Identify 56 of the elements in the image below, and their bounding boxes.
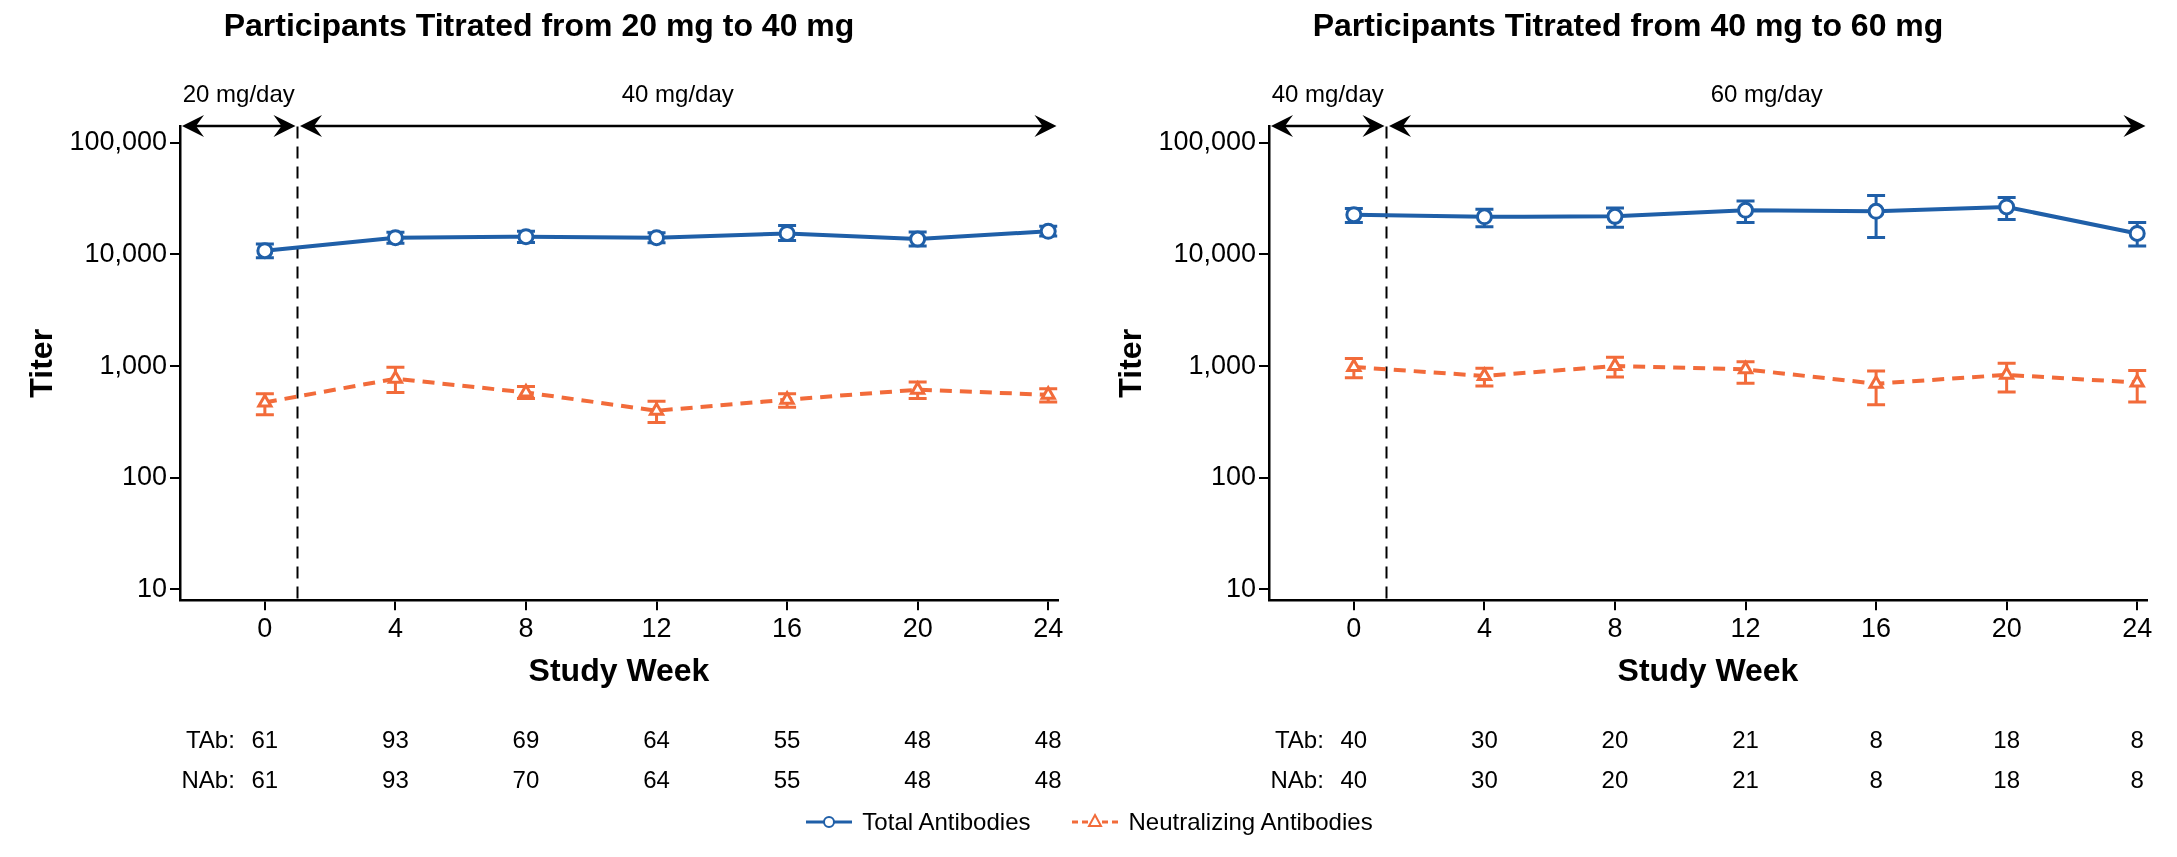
y-tick-label: 10 xyxy=(1225,572,1256,603)
x-tick-label: 8 xyxy=(1607,612,1623,643)
y-tick-label: 1,000 xyxy=(1188,349,1256,380)
point xyxy=(1346,358,1362,373)
y-tick-label: 10,000 xyxy=(1173,237,1256,268)
chart-title: Participants Titrated from 20 mg to 40 mg xyxy=(223,7,855,44)
point xyxy=(1476,367,1492,381)
text: TAb: 61 93 69 64 55 48 48 xyxy=(185,726,1062,754)
x-tick-label: 16 xyxy=(1861,612,1892,643)
y-axis-title: Titer xyxy=(23,328,60,398)
text: 20 mg/day xyxy=(182,80,295,109)
point xyxy=(2129,374,2145,388)
x-tick-label: 24 xyxy=(1033,612,1064,643)
y-tick-label: 100 xyxy=(121,461,167,492)
point xyxy=(648,402,665,416)
text: 40 mg/day xyxy=(621,80,734,109)
point xyxy=(1998,198,2016,216)
x-tick-label: 16 xyxy=(772,612,803,643)
y-axis-title: Titer xyxy=(1112,328,1149,398)
legend-label: Neutralizing Antibodies xyxy=(1128,808,1373,836)
point xyxy=(779,391,795,405)
text: NAb: 61 93 70 64 55 48 48 xyxy=(181,766,1062,794)
legend-label: Total Antibodies xyxy=(862,808,1031,836)
point xyxy=(257,393,273,408)
x-tick-label: 12 xyxy=(1730,612,1761,643)
x-tick-label: 20 xyxy=(1991,612,2022,643)
x-axis-title: Study Week xyxy=(1617,651,1799,688)
x-tick-label: 12 xyxy=(641,612,672,643)
point xyxy=(1607,357,1623,372)
point xyxy=(910,381,926,395)
x-tick-label: 24 xyxy=(2122,612,2153,643)
text: 40 mg/day xyxy=(1271,80,1384,109)
point xyxy=(1040,386,1056,400)
y-tick-label: 100,000 xyxy=(1158,126,1256,157)
chart-title: Participants Titrated from 40 mg to 60 mg xyxy=(1312,7,1944,44)
x-tick-label: 0 xyxy=(257,612,273,643)
x-tick-label: 20 xyxy=(902,612,933,643)
text: NAb: 40 30 20 21 8 18 8 xyxy=(1270,766,2144,794)
text: TAb: 40 30 20 21 8 18 8 xyxy=(1274,726,2144,754)
point xyxy=(2128,224,2146,242)
point xyxy=(387,370,403,384)
x-tick-label: 4 xyxy=(387,612,403,643)
text: 60 mg/day xyxy=(1710,80,1823,109)
x-tick-label: 8 xyxy=(518,612,534,643)
point xyxy=(1867,202,1885,220)
x-axis-title: Study Week xyxy=(528,651,710,688)
point xyxy=(1999,366,2015,380)
x-tick-label: 0 xyxy=(1346,612,1362,643)
x-tick-label: 4 xyxy=(1476,612,1492,643)
y-tick-label: 100,000 xyxy=(69,126,167,157)
point xyxy=(1868,375,1884,389)
y-tick-label: 10 xyxy=(136,572,167,603)
y-tick-label: 10,000 xyxy=(84,237,167,268)
y-tick-label: 1,000 xyxy=(99,349,167,380)
y-tick-label: 100 xyxy=(1210,461,1256,492)
point xyxy=(1737,360,1754,375)
